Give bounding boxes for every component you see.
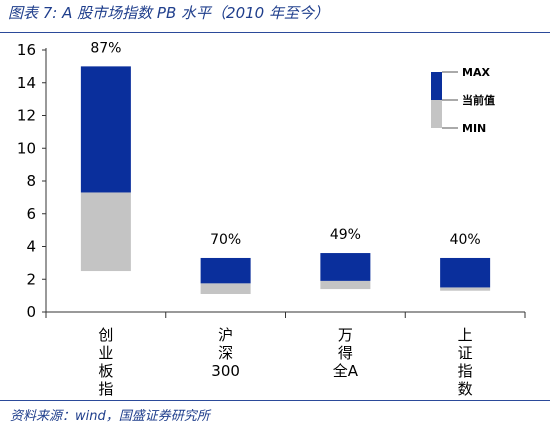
bar-upper-1 <box>80 66 131 193</box>
legend-label: MAX <box>462 66 490 79</box>
x-category-label-part: 上 <box>458 326 473 344</box>
x-category-label-part: 证 <box>458 344 473 362</box>
x-category-label-part: 得 <box>338 344 353 362</box>
y-tick-label: 4 <box>26 238 36 256</box>
x-category-label-part: 指 <box>98 380 113 398</box>
x-category-label: 沪深 300 <box>211 326 240 380</box>
title-divider <box>0 32 550 33</box>
axes: 0 2 4 6 8 10 12 14 16 <box>17 41 526 321</box>
y-tick-label: 16 <box>17 41 36 59</box>
x-category-label: 创业板指 <box>98 326 113 398</box>
y-tick-label: 8 <box>26 172 36 190</box>
y-tick-label: 2 <box>26 270 36 288</box>
legend-swatch-upper <box>431 72 442 100</box>
x-category-label-part: 创 <box>98 326 113 344</box>
source-note: 资料来源：wind，国盛证券研究所 <box>10 409 210 424</box>
legend-swatch-lower <box>431 100 442 128</box>
y-tick-label: 0 <box>26 303 36 321</box>
bar-lower-4 <box>440 287 491 291</box>
legend-label: 当前值 <box>462 93 495 107</box>
x-category-label-part: 沪 <box>218 326 233 344</box>
bar-upper-3 <box>320 253 371 281</box>
x-category-label-part: 300 <box>211 362 240 380</box>
bar-lower-3 <box>320 280 371 290</box>
bar-lower-2 <box>200 283 251 294</box>
x-category-label-part: 指 <box>458 362 473 380</box>
source-divider <box>0 400 550 401</box>
x-category-label: 万得全A <box>333 326 359 380</box>
bar-lower-1 <box>80 192 131 272</box>
percentile-label: 70% <box>210 232 241 248</box>
chart-title: 图表 7: A 股市场指数 PB 水平（2010 年至今） <box>8 4 329 22</box>
x-category-label-part: 全A <box>333 362 359 380</box>
bars <box>80 66 491 294</box>
y-tick-label: 10 <box>17 139 36 157</box>
y-tick-label: 6 <box>26 205 36 223</box>
y-tick-label: 14 <box>17 74 36 92</box>
bar-upper-2 <box>200 257 251 284</box>
percentile-label: 49% <box>330 227 361 243</box>
bar-upper-4 <box>440 257 491 288</box>
percentile-label: 87% <box>90 40 121 56</box>
x-category-label-part: 板 <box>98 362 113 380</box>
x-category-label-part: 深 <box>218 344 233 362</box>
x-category-label-part: 万 <box>338 326 353 344</box>
percentile-label: 40% <box>450 232 481 248</box>
legend-label: MIN <box>462 122 486 135</box>
x-category-label-part: 数 <box>458 380 473 398</box>
x-category-label: 上证指数 <box>458 326 473 398</box>
x-category-label-part: 业 <box>98 344 113 362</box>
y-tick-label: 12 <box>17 107 36 125</box>
legend: MAX 当前值 MIN <box>431 66 495 135</box>
